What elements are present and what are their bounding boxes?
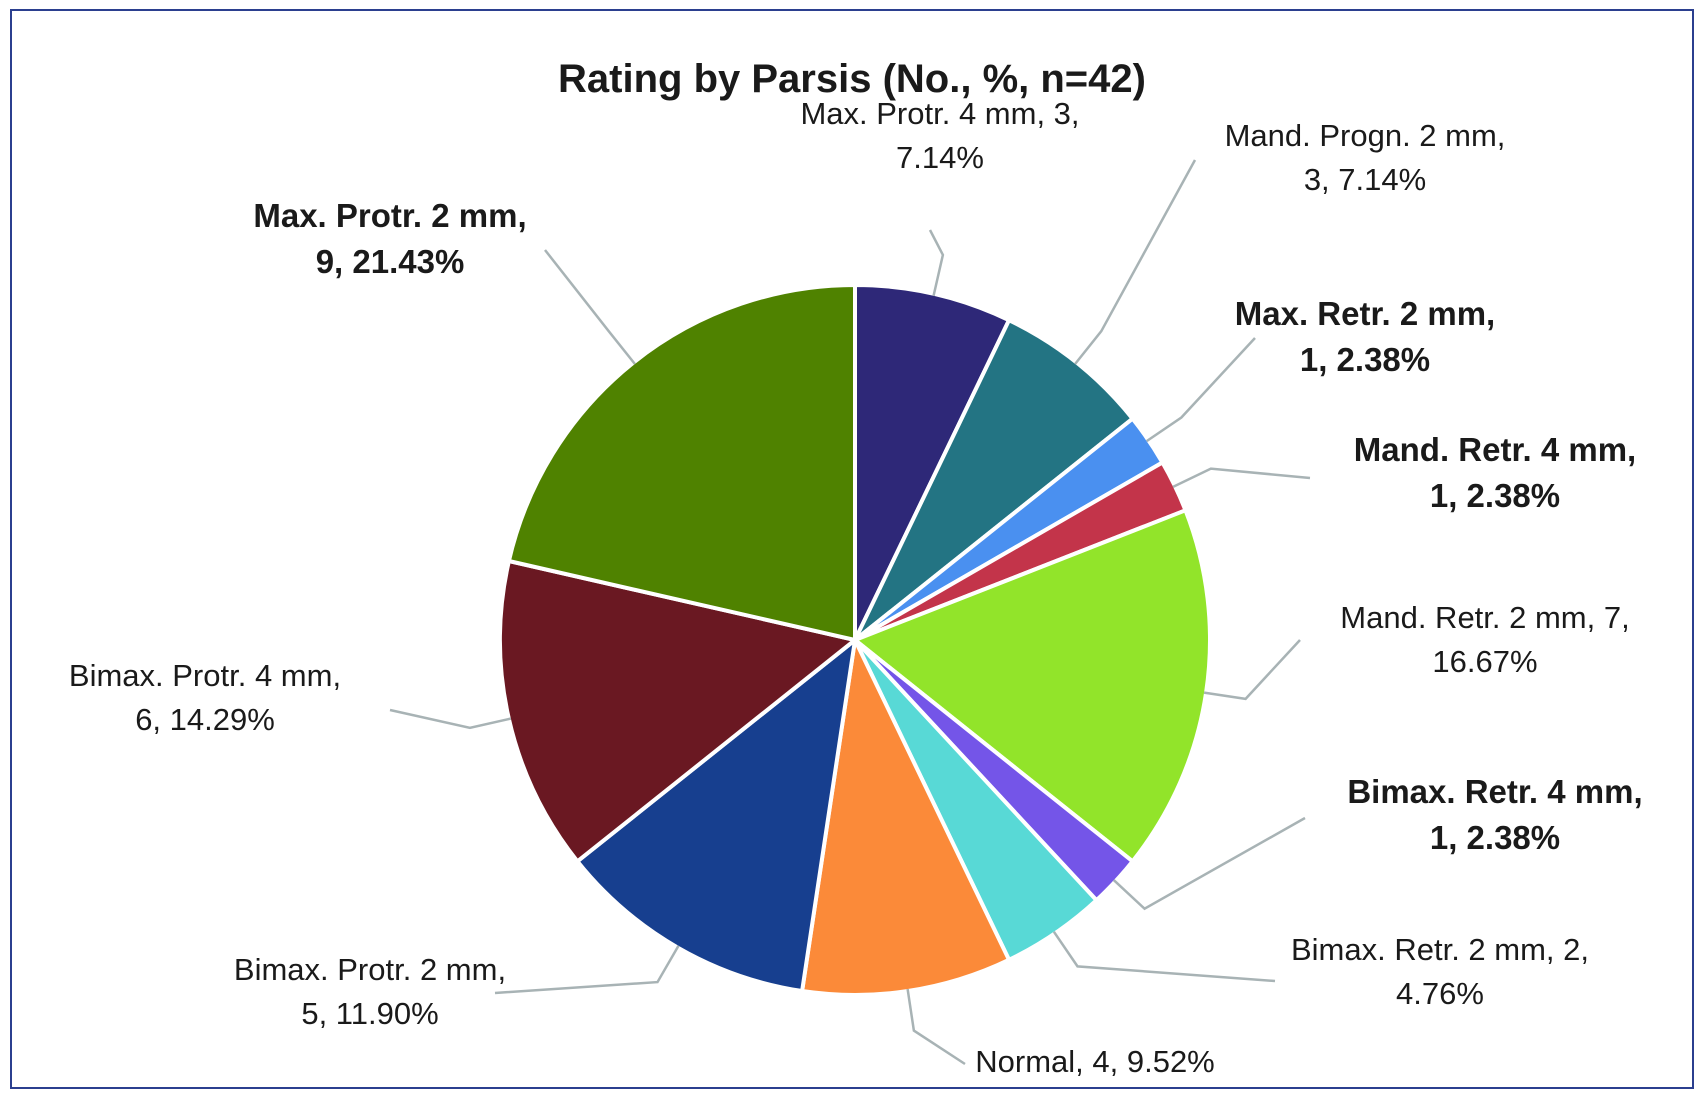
data-label-line: Bimax. Retr. 2 mm, 2,: [1291, 932, 1589, 967]
data-label-max-retr-2-mm: Max. Retr. 2 mm, 1, 2.38%: [1235, 295, 1495, 378]
leader-line-normal: [906, 988, 966, 1066]
data-label-line: 4.76%: [1396, 976, 1484, 1011]
data-label-line: 7.14%: [896, 140, 984, 175]
data-label-max-protr-4-mm: Max. Protr. 4 mm, 3, 7.14%: [800, 96, 1079, 175]
slice-labels: Max. Protr. 4 mm, 3, 7.14% Mand. Progn. 2 …: [69, 96, 1643, 1079]
data-label-line: Max. Protr. 4 mm, 3,: [800, 96, 1079, 131]
data-label-line: 1, 2.38%: [1430, 477, 1560, 514]
leader-line-bimax-protr-2-mm: [494, 945, 680, 995]
data-label-line: 1, 2.38%: [1300, 341, 1430, 378]
leader-line-max-protr-4-mm: [928, 229, 945, 297]
data-label-line: Normal, 4, 9.52%: [975, 1044, 1215, 1079]
data-label-line: Max. Protr. 2 mm,: [253, 197, 526, 234]
data-label-line: Mand. Progn. 2 mm,: [1225, 118, 1506, 153]
leader-line-bimax-protr-4-mm: [389, 708, 512, 730]
data-label-line: 5, 11.90%: [301, 996, 438, 1031]
leader-line-mand-retr-4-mm: [1172, 467, 1311, 488]
data-label-bimax-protr-2-mm: Bimax. Protr. 2 mm, 5, 11.90%: [234, 952, 506, 1031]
data-label-line: 1, 2.38%: [1430, 819, 1560, 856]
leader-line-max-protr-2-mm: [544, 249, 636, 365]
data-label-bimax-retr-2-mm: Bimax. Retr. 2 mm, 2, 4.76%: [1291, 932, 1589, 1011]
pie-slices: [498, 283, 1212, 997]
data-label-line: Mand. Retr. 4 mm,: [1354, 431, 1636, 468]
data-label-line: 3, 7.14%: [1304, 162, 1426, 197]
data-label-normal: Normal, 4, 9.52%: [975, 1044, 1215, 1079]
leader-line-max-retr-2-mm: [1145, 337, 1256, 443]
data-label-mand-retr-2-mm: Mand. Retr. 2 mm, 7, 16.67%: [1340, 600, 1629, 679]
data-label-line: Bimax. Retr. 4 mm,: [1347, 773, 1642, 810]
leader-line-mand-retr-2-mm: [1203, 639, 1301, 701]
leader-lines: [389, 159, 1311, 1066]
data-label-line: Bimax. Protr. 2 mm,: [234, 952, 506, 987]
data-label-line: 9, 21.43%: [316, 243, 465, 280]
leader-line-bimax-retr-2-mm: [1052, 930, 1276, 983]
data-label-mand-retr-4-mm: Mand. Retr. 4 mm, 1, 2.38%: [1354, 431, 1636, 514]
data-label-line: Max. Retr. 2 mm,: [1235, 295, 1495, 332]
leader-line-mand-progn-2-mm: [1074, 159, 1197, 365]
data-label-bimax-protr-4-mm: Bimax. Protr. 4 mm, 6, 14.29%: [69, 658, 341, 737]
data-label-max-protr-2-mm: Max. Protr. 2 mm, 9, 21.43%: [253, 197, 526, 280]
chart-title: Rating by Parsis (No., %, n=42): [558, 57, 1146, 101]
data-label-bimax-retr-4-mm: Bimax. Retr. 4 mm, 1, 2.38%: [1347, 773, 1642, 856]
data-label-line: 16.67%: [1432, 644, 1537, 679]
data-label-line: 6, 14.29%: [135, 702, 275, 737]
leader-line-bimax-retr-4-mm: [1112, 816, 1306, 911]
data-label-line: Mand. Retr. 2 mm, 7,: [1340, 600, 1629, 635]
data-label-mand-progn-2-mm: Mand. Progn. 2 mm, 3, 7.14%: [1225, 118, 1506, 197]
data-label-line: Bimax. Protr. 4 mm,: [69, 658, 341, 693]
